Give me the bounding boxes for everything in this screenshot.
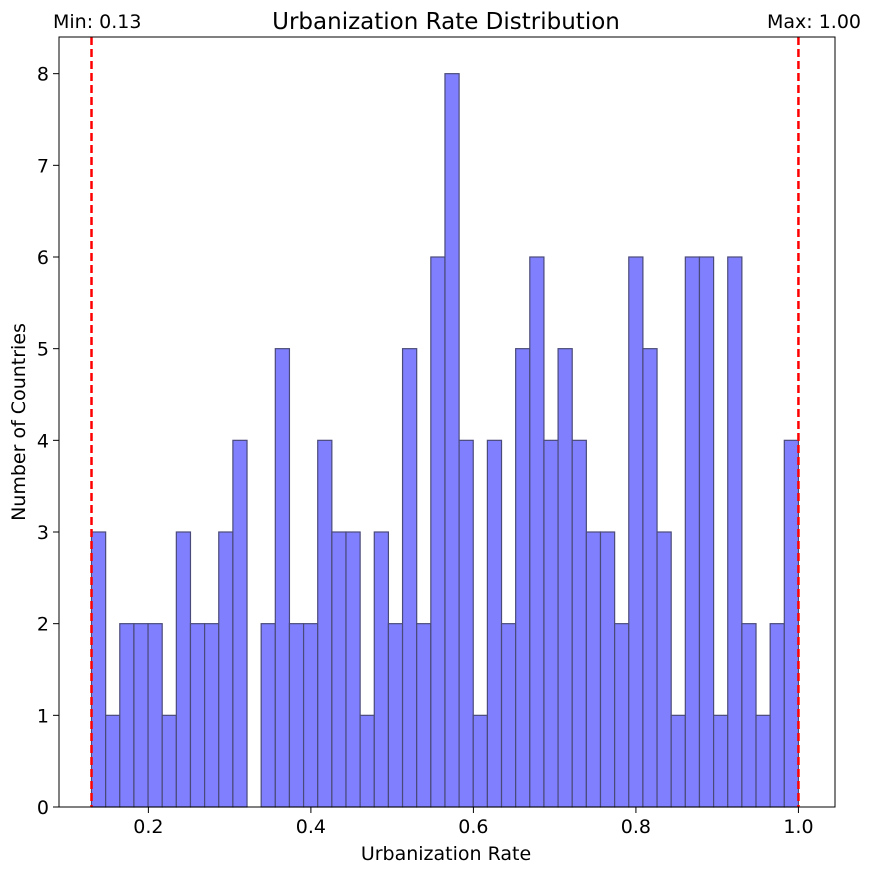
histogram-bar [684, 256, 701, 808]
y-tick-label: 6 [37, 247, 49, 269]
histogram-bar [713, 714, 729, 808]
histogram-bar [218, 531, 234, 808]
histogram-bar [500, 623, 517, 808]
histogram-bar [161, 714, 177, 808]
histogram-bar [543, 439, 559, 808]
histogram-bar [472, 714, 488, 808]
histogram-bar [557, 348, 573, 808]
x-tick-label: 0.8 [621, 816, 651, 838]
histogram-bar [741, 623, 757, 808]
max-annotation: Max: 1.00 [767, 11, 861, 33]
histogram-bar [401, 348, 418, 808]
histogram-bar [628, 256, 644, 808]
reference-lines-layer [90, 37, 800, 807]
x-tick-label: 0.4 [296, 816, 326, 838]
histogram-bar [105, 714, 121, 808]
histogram-bar [599, 531, 616, 808]
histogram-bar [486, 439, 503, 808]
y-tick-label: 7 [37, 155, 49, 177]
histogram-bar [189, 623, 206, 808]
histogram-bar [274, 348, 291, 808]
histogram-bar [670, 714, 686, 808]
y-axis-label: Number of Countries [8, 323, 30, 521]
chart-title: Urbanization Rate Distribution [272, 9, 620, 35]
histogram-bar [302, 623, 319, 808]
histogram-bar [119, 623, 135, 808]
plot-frame [58, 36, 836, 808]
histogram-bar [387, 623, 404, 808]
y-tick-label: 8 [37, 64, 49, 86]
histogram-bar [204, 623, 220, 808]
y-tick-label: 2 [37, 614, 49, 636]
y-tick-label: 1 [37, 705, 49, 727]
y-tick-label: 0 [37, 797, 49, 819]
histogram-bar [642, 348, 658, 808]
histogram-bar [430, 256, 446, 808]
histogram-bar [727, 256, 743, 808]
histogram-bar [656, 531, 672, 808]
histogram-bar [458, 439, 474, 808]
histogram-bar [260, 623, 276, 808]
histogram-bar [133, 623, 149, 808]
x-axis-ticks: 0.2 0.4 0.6 0.8 1.0 [133, 807, 814, 838]
histogram-bar [90, 531, 107, 808]
y-tick-label: 5 [37, 339, 49, 361]
histogram-bar [175, 531, 192, 808]
histogram-bar [317, 439, 333, 808]
histogram-bar [359, 714, 375, 808]
y-tick-label: 3 [37, 522, 49, 544]
histogram-bar [571, 439, 587, 808]
histogram-bar [585, 531, 602, 808]
min-annotation: Min: 0.13 [53, 11, 141, 33]
histogram-bar [614, 623, 630, 808]
histogram-bar [331, 531, 347, 808]
histogram-bar [373, 531, 390, 808]
histogram-bar [232, 439, 248, 808]
histogram-bar [288, 623, 305, 808]
histogram-bar [444, 73, 460, 808]
histogram-bar [147, 623, 163, 808]
bars-layer [90, 73, 800, 808]
x-tick-label: 0.2 [133, 816, 163, 838]
histogram-bar [698, 256, 715, 808]
x-tick-label: 0.6 [458, 816, 488, 838]
histogram-bar [769, 623, 785, 808]
histogram-bar [783, 439, 800, 808]
y-tick-label: 4 [37, 430, 49, 452]
y-axis-ticks: 0 1 2 3 4 5 6 7 8 [37, 64, 59, 819]
histogram-bar [345, 531, 361, 808]
histogram-bar [416, 623, 432, 808]
histogram-bar [515, 348, 531, 808]
x-axis-label: Urbanization Rate [361, 843, 531, 865]
histogram-bar [529, 256, 545, 808]
histogram-bar [755, 714, 771, 808]
x-tick-label: 1.0 [783, 816, 813, 838]
